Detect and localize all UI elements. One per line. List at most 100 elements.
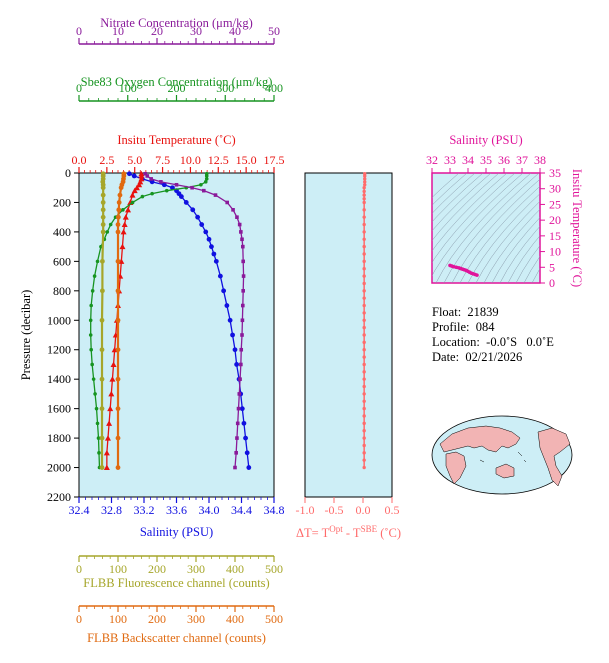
oxygen-point: [90, 289, 95, 293]
oxygen-point: [95, 259, 100, 264]
nitrate-point: [239, 347, 244, 352]
ts-x-tick-label: 37: [516, 153, 528, 167]
nitrate-axis-title: Nitrate Concentration (μm/kg): [100, 16, 253, 30]
nitrate-point: [145, 174, 150, 178]
backscatter-series: [115, 171, 127, 470]
backscatter-point: [115, 222, 121, 227]
nitrate-point: [240, 333, 244, 337]
delta-t-point: [362, 451, 366, 455]
backscatter-point: [115, 214, 121, 220]
ts-x-tick-label: 36: [498, 153, 510, 167]
pressure-tick-label: 1600: [47, 402, 71, 416]
salinity-point: [126, 171, 132, 177]
salinity-point: [234, 362, 240, 367]
oxygen-point: [108, 222, 113, 227]
oxygen-point: [204, 174, 209, 178]
density-contour: [531, 268, 540, 283]
salinity-point: [246, 465, 252, 470]
delta-t-point: [362, 215, 366, 219]
nitrate-point: [237, 392, 242, 396]
pressure-tick-label: 1400: [47, 372, 71, 386]
temperature-point: [107, 405, 114, 412]
delta-t-point: [362, 429, 366, 433]
nitrate-point: [239, 230, 243, 234]
pressure-tick-label: 800: [53, 284, 71, 298]
salinity-point: [203, 229, 209, 235]
backscatter-point: [115, 435, 121, 441]
delta-t-point: [362, 399, 366, 403]
density-contour: [432, 173, 524, 276]
oxygen-point: [92, 274, 97, 278]
salinity-point: [183, 200, 189, 205]
nitrate-series: [143, 171, 246, 470]
temperature-tick-label: 10.0: [180, 153, 201, 167]
temperature-point: [133, 184, 140, 191]
temperature-point: [106, 420, 113, 426]
delta-t-point: [362, 281, 366, 286]
backscatter-point: [115, 406, 121, 412]
nitrate-point: [240, 318, 245, 323]
salinity-point: [232, 347, 238, 353]
salinity-tick-label: 33.6: [166, 503, 187, 517]
oxygen-point: [89, 303, 93, 308]
ts-point: [451, 264, 456, 269]
density-contour: [432, 173, 508, 252]
oxygen-point: [95, 421, 100, 426]
pressure-tick-label: 0: [65, 166, 71, 180]
ts-x-tick-label: 33: [444, 153, 456, 167]
density-contour: [523, 256, 540, 283]
backscatter-point: [115, 317, 121, 323]
fluorescence-tick-label: 300: [187, 562, 205, 576]
density-contour: [432, 173, 484, 223]
oxygen-point: [94, 406, 99, 411]
temperature-point: [138, 172, 145, 179]
delta-t-point: [362, 200, 366, 205]
temperature-tick-label: 15.0: [236, 153, 257, 167]
temperature-tick-label: 5.0: [127, 153, 142, 167]
ts-y-tick-label: 10: [549, 245, 561, 259]
delta-t-point: [362, 458, 366, 462]
temperature-point: [122, 214, 129, 220]
temperature-axis: 0.0 2.5 5.0 7.5 10.0 12.5 15.0 17.5 Insitu Tempe…: [72, 133, 285, 173]
density-contour: [432, 173, 492, 232]
nitrate-point: [241, 259, 245, 264]
date: Date: 02/21/2026: [432, 350, 523, 364]
nitrate-point: [213, 193, 218, 197]
delta-t-point: [362, 189, 366, 194]
salinity-point: [224, 303, 230, 308]
nitrate-point: [238, 377, 242, 381]
density-contour: [432, 173, 460, 198]
continent-africa: [445, 451, 467, 485]
oxygen-point: [105, 230, 110, 234]
ts-y-tick-label: 30: [549, 182, 561, 196]
ts-y-tick-label: 5: [549, 260, 555, 274]
ts-x-tick-label: 35: [480, 153, 492, 167]
density-contour: [435, 173, 532, 283]
salinity-point: [217, 273, 223, 279]
nitrate-line: [144, 173, 245, 468]
nitrate-point: [235, 436, 239, 440]
delta-t-axis-title-part: Opt: [329, 524, 343, 534]
continent-asia-europe: [439, 425, 521, 453]
nitrate-point: [241, 289, 245, 293]
density-contour: [491, 217, 540, 283]
backscatter-point: [115, 288, 121, 294]
delta-t-point: [362, 370, 366, 374]
oxygen-point: [203, 180, 208, 184]
salinity-point: [239, 406, 245, 412]
temperature-tick-label: 0.0: [72, 153, 87, 167]
temperature-point: [136, 181, 143, 188]
oxygen-point: [91, 377, 96, 381]
delta-t-point: [363, 183, 367, 187]
density-contour: [483, 208, 540, 283]
nitrate-point: [225, 200, 229, 205]
fluorescence-tick-label: 200: [148, 562, 166, 576]
nitrate-point: [231, 208, 235, 212]
delta-t-axis-title-part: SBE: [361, 524, 378, 534]
ts-x-tick-label: 38: [534, 153, 546, 167]
delta-t-point: [362, 348, 366, 352]
delta-t-tick-label: -1.0: [296, 503, 315, 517]
density-contour: [475, 200, 540, 283]
